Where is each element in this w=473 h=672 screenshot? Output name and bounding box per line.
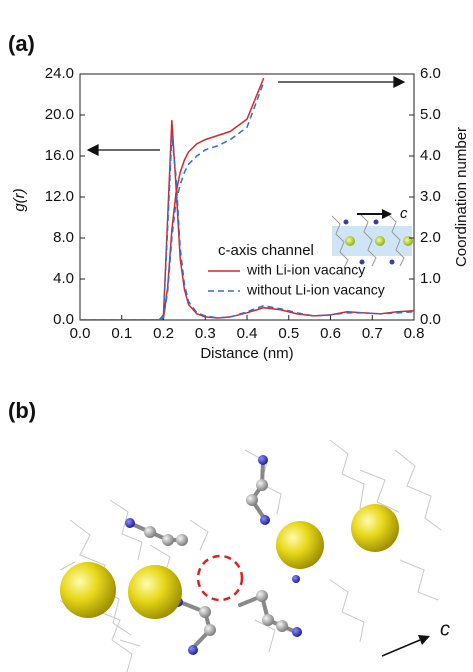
y2-axis-label: Coordination number xyxy=(453,127,470,267)
y-tick-label: 8.0 xyxy=(53,229,74,246)
x-tick-label: 0.5 xyxy=(278,325,299,342)
y-tick-label: 24.0 xyxy=(45,65,74,82)
x-tick-label: 0.8 xyxy=(404,325,425,342)
y-tick-label: 12.0 xyxy=(45,188,74,205)
y-axis-label: g(r) xyxy=(11,188,28,211)
x-axis-label: Distance (nm) xyxy=(200,345,293,362)
data-line xyxy=(80,78,264,320)
x-tick-label: 0.7 xyxy=(362,325,383,342)
x-tick-label: 0.6 xyxy=(320,325,341,342)
x-tick-label: 0.1 xyxy=(111,325,132,342)
panel-label: (a) xyxy=(8,31,35,56)
y2-tick-label: 1.0 xyxy=(420,270,441,287)
x-tick-label: 0.4 xyxy=(237,325,258,342)
x-tick-label: 0.0 xyxy=(70,325,91,342)
x-tick-label: 0.3 xyxy=(195,325,216,342)
y-tick-label: 16.0 xyxy=(45,147,74,164)
y-tick-label: 4.0 xyxy=(53,270,74,287)
figure: (a) (b) g(r) Coordination number Distanc… xyxy=(0,0,473,672)
panel-label: (b) xyxy=(8,398,36,423)
data-line xyxy=(80,82,264,320)
axis-arrows xyxy=(88,77,404,155)
y2-tick-label: 6.0 xyxy=(420,65,441,82)
y2-tick-label: 5.0 xyxy=(420,106,441,123)
y2-tick-label: 3.0 xyxy=(420,188,441,205)
inset-axis-label: c xyxy=(400,205,408,222)
y2-tick-label: 4.0 xyxy=(420,147,441,164)
structure-image xyxy=(60,440,441,672)
x-tick-label: 0.2 xyxy=(153,325,174,342)
legend-label: with Li-ion vacancy xyxy=(246,262,365,278)
y-tick-label: 20.0 xyxy=(45,106,74,123)
y2-tick-label: 2.0 xyxy=(420,229,441,246)
legend-title: c-axis channel xyxy=(218,242,314,259)
legend-label: without Li-ion vacancy xyxy=(246,282,385,298)
structure-axis-label: c xyxy=(440,618,450,640)
